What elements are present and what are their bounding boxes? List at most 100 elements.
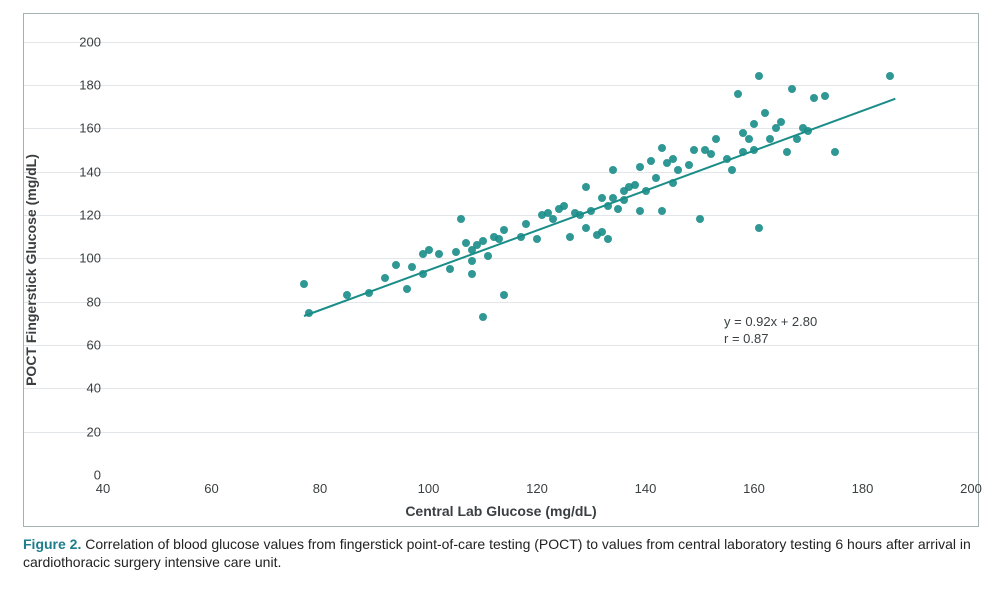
data-point [435, 250, 443, 258]
y-tick-label: 80 [41, 294, 101, 309]
data-point [300, 280, 308, 288]
data-point [685, 161, 693, 169]
data-point [636, 207, 644, 215]
y-tick-label: 180 [41, 78, 101, 93]
data-point [576, 211, 584, 219]
data-point [495, 235, 503, 243]
data-point [647, 157, 655, 165]
data-point [452, 248, 460, 256]
data-point [343, 291, 351, 299]
y-tick-label: 60 [41, 338, 101, 353]
plot-area [103, 20, 971, 475]
regression-annotation: y = 0.92x + 2.80 r = 0.87 [724, 314, 817, 348]
data-point [804, 127, 812, 135]
y-axis-label: POCT Fingerstick Glucose (mg/dL) [23, 154, 39, 386]
data-point [658, 144, 666, 152]
data-point [734, 90, 742, 98]
data-point [582, 224, 590, 232]
data-point [821, 92, 829, 100]
data-point [604, 202, 612, 210]
data-point [766, 135, 774, 143]
x-tick-label: 100 [418, 481, 440, 496]
data-point [408, 263, 416, 271]
data-point [690, 146, 698, 154]
y-tick-label: 140 [41, 164, 101, 179]
data-point [419, 270, 427, 278]
x-tick-label: 180 [852, 481, 874, 496]
data-point [533, 235, 541, 243]
data-point [728, 166, 736, 174]
data-point [381, 274, 389, 282]
data-point [614, 205, 622, 213]
y-tick-label: 0 [41, 468, 101, 483]
y-tick-label: 200 [41, 34, 101, 49]
data-point [620, 196, 628, 204]
figure-label: Figure 2. [23, 536, 81, 552]
data-point [566, 233, 574, 241]
correlation-text: r = 0.87 [724, 331, 817, 348]
data-point [642, 187, 650, 195]
data-point [712, 135, 720, 143]
data-point [696, 215, 704, 223]
x-tick-label: 200 [960, 481, 982, 496]
data-point [522, 220, 530, 228]
data-point [468, 257, 476, 265]
data-point [598, 194, 606, 202]
data-point [777, 118, 785, 126]
data-point [652, 174, 660, 182]
figure-caption: Figure 2. Correlation of blood glucose v… [23, 535, 977, 571]
data-point [755, 72, 763, 80]
caption-text: Correlation of blood glucose values from… [23, 536, 971, 570]
data-point [582, 183, 590, 191]
data-point [517, 233, 525, 241]
data-point [425, 246, 433, 254]
x-tick-label: 60 [204, 481, 218, 496]
data-point [886, 72, 894, 80]
data-point [560, 202, 568, 210]
x-tick-label: 40 [96, 481, 110, 496]
data-point [365, 289, 373, 297]
x-tick-label: 120 [526, 481, 548, 496]
data-point [609, 194, 617, 202]
x-tick-label: 80 [313, 481, 327, 496]
data-point [772, 124, 780, 132]
data-point [631, 181, 639, 189]
y-tick-label: 100 [41, 251, 101, 266]
data-point [755, 224, 763, 232]
x-tick-label: 140 [635, 481, 657, 496]
data-point [761, 109, 769, 117]
chart-frame: POCT Fingerstick Glucose (mg/dL) Central… [23, 13, 979, 527]
data-point [587, 207, 595, 215]
data-point [479, 313, 487, 321]
y-tick-label: 120 [41, 208, 101, 223]
data-point [479, 237, 487, 245]
x-axis-label: Central Lab Glucose (mg/dL) [405, 503, 596, 519]
x-tick-label: 160 [743, 481, 765, 496]
data-point [739, 148, 747, 156]
data-point [750, 120, 758, 128]
data-point [831, 148, 839, 156]
data-point [707, 150, 715, 158]
y-tick-label: 160 [41, 121, 101, 136]
data-point [305, 309, 313, 317]
data-point [549, 215, 557, 223]
data-point [793, 135, 801, 143]
data-point [609, 166, 617, 174]
data-point [636, 163, 644, 171]
data-point [810, 94, 818, 102]
data-point [674, 166, 682, 174]
data-point [392, 261, 400, 269]
data-point [783, 148, 791, 156]
data-point [468, 270, 476, 278]
data-point [604, 235, 612, 243]
data-point [446, 265, 454, 273]
y-tick-label: 20 [41, 424, 101, 439]
data-point [723, 155, 731, 163]
data-point [669, 155, 677, 163]
data-point [750, 146, 758, 154]
data-point [484, 252, 492, 260]
y-tick-label: 40 [41, 381, 101, 396]
data-point [457, 215, 465, 223]
data-point [500, 291, 508, 299]
data-point [788, 85, 796, 93]
